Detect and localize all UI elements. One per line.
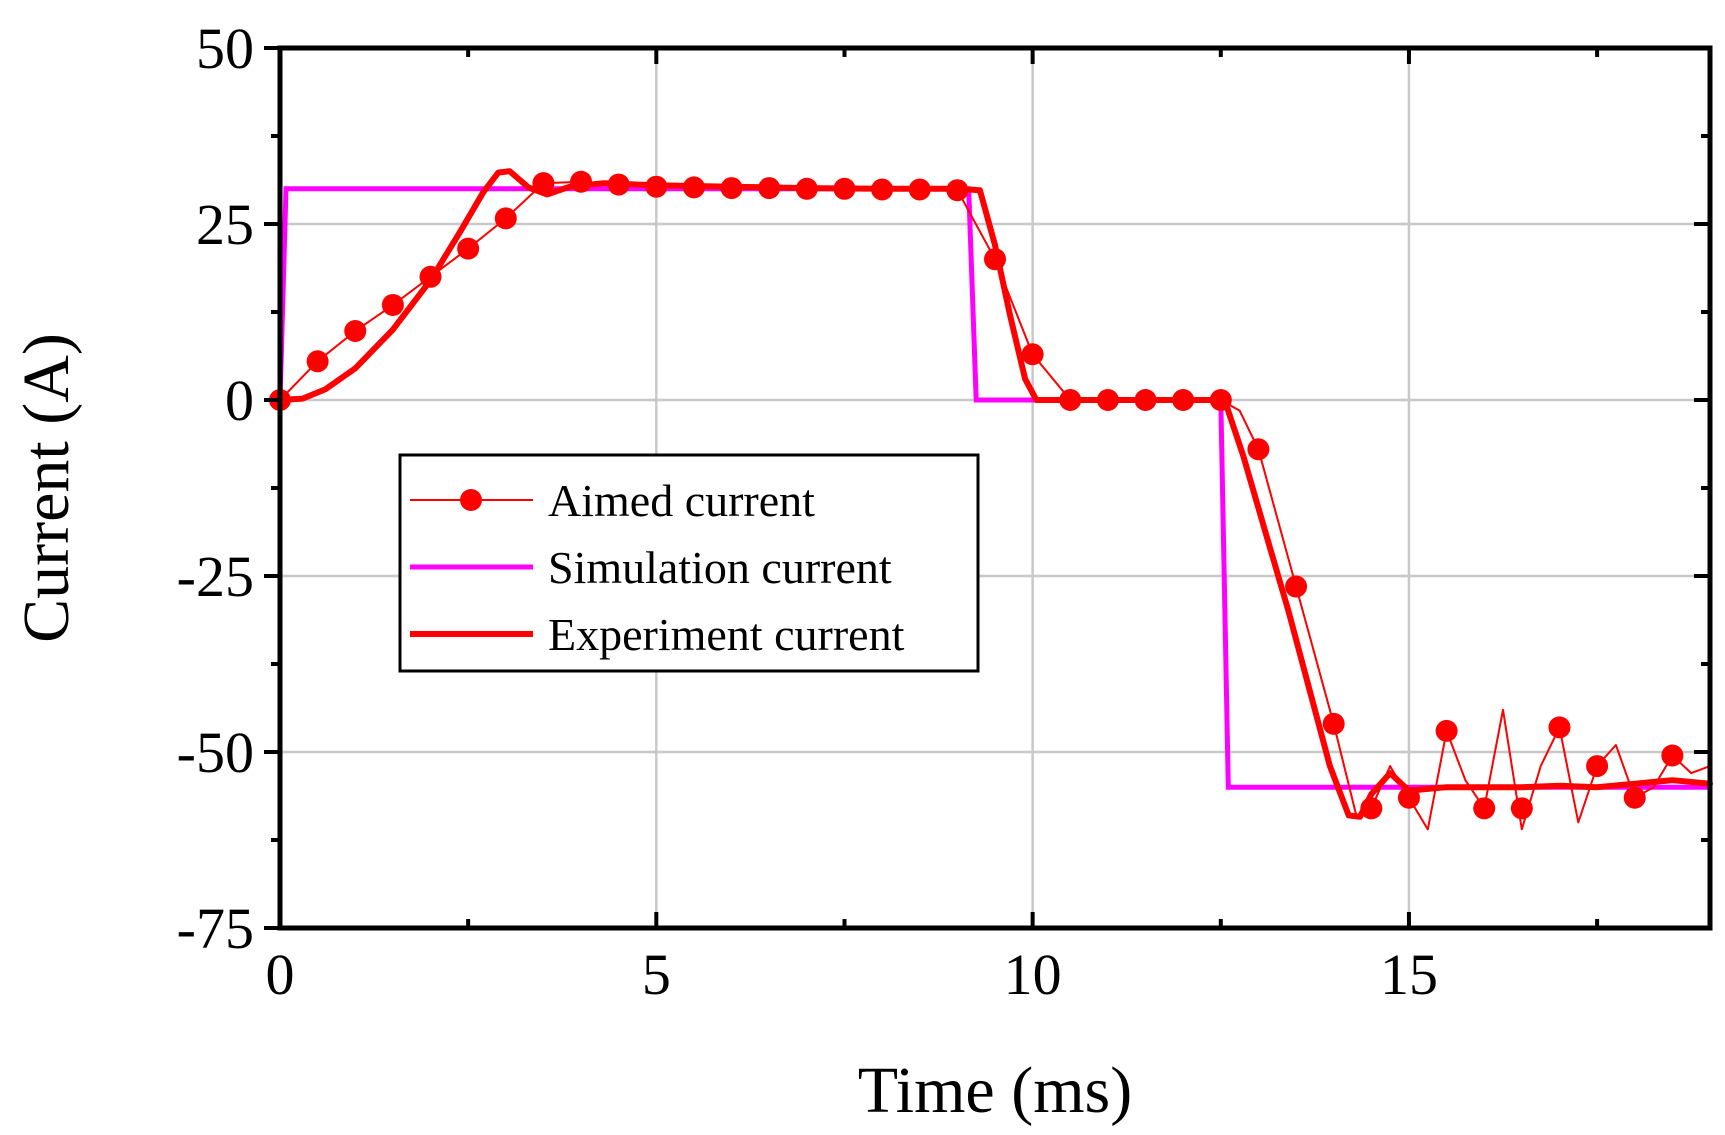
y-tick-label: -75 bbox=[177, 896, 254, 961]
series-simulation-line bbox=[277, 186, 1710, 790]
aimed-marker bbox=[1548, 716, 1571, 739]
aimed-marker bbox=[908, 178, 931, 201]
aimed-marker bbox=[419, 265, 442, 288]
aimed-marker bbox=[570, 170, 593, 193]
aimed-marker bbox=[758, 177, 781, 200]
x-tick-label: 0 bbox=[266, 942, 295, 1007]
y-tick-label: 25 bbox=[196, 192, 254, 257]
aimed-marker bbox=[871, 178, 894, 201]
aimed-marker bbox=[720, 177, 743, 200]
aimed-marker bbox=[1059, 389, 1082, 411]
aimed-marker bbox=[1510, 797, 1533, 820]
aimed-marker bbox=[1322, 712, 1345, 735]
aimed-marker bbox=[532, 172, 555, 195]
aimed-marker bbox=[494, 207, 517, 230]
aimed-marker bbox=[607, 173, 630, 196]
legend-label-aimed: Aimed current bbox=[548, 475, 815, 526]
x-tick-label: 10 bbox=[1004, 942, 1062, 1007]
aimed-marker bbox=[1473, 797, 1496, 820]
plot-series bbox=[269, 168, 1713, 831]
legend-label-experiment: Experiment current bbox=[548, 609, 905, 660]
aimed-marker bbox=[381, 293, 404, 316]
aimed-marker bbox=[795, 177, 818, 200]
aimed-marker bbox=[1134, 389, 1157, 411]
x-axis-title: Time (ms) bbox=[858, 1054, 1132, 1127]
aimed-marker bbox=[645, 175, 668, 198]
y-tick-label: 0 bbox=[225, 368, 254, 433]
aimed-marker bbox=[1397, 786, 1420, 809]
aimed-marker bbox=[306, 350, 329, 373]
legend-swatch-aimed-marker bbox=[460, 489, 482, 511]
x-tick-label: 5 bbox=[642, 942, 671, 1007]
y-axis-title: Current (A) bbox=[10, 333, 83, 643]
series-experiment-line bbox=[277, 168, 1713, 820]
aimed-marker bbox=[1172, 389, 1195, 411]
legend-label-simulation: Simulation current bbox=[548, 542, 892, 593]
x-tick-label: 15 bbox=[1380, 942, 1438, 1007]
aimed-marker bbox=[344, 320, 367, 343]
aimed-marker bbox=[984, 248, 1006, 271]
legend: Aimed current Simulation current Experim… bbox=[398, 453, 980, 673]
aimed-marker bbox=[1021, 343, 1044, 366]
aimed-marker bbox=[1247, 438, 1270, 461]
aimed-marker bbox=[457, 237, 480, 260]
aimed-marker bbox=[1285, 575, 1308, 598]
axis-ticks bbox=[264, 46, 1710, 930]
aimed-marker bbox=[1661, 744, 1684, 767]
y-tick-label: 50 bbox=[196, 16, 254, 81]
y-tick-label: -25 bbox=[177, 544, 254, 609]
aimed-marker bbox=[946, 179, 969, 202]
aimed-marker bbox=[833, 177, 856, 200]
aimed-marker bbox=[682, 176, 705, 199]
y-tick-label: -50 bbox=[177, 720, 254, 785]
aimed-marker bbox=[1209, 389, 1232, 411]
aimed-marker bbox=[1360, 797, 1383, 820]
aimed-marker bbox=[1435, 719, 1458, 742]
aimed-marker bbox=[1623, 786, 1646, 809]
aimed-marker bbox=[1096, 389, 1119, 411]
tick-labels: 0 5 10 15 50 25 0 -25 -50 -75 bbox=[177, 16, 1438, 1007]
aimed-marker bbox=[1586, 755, 1609, 778]
